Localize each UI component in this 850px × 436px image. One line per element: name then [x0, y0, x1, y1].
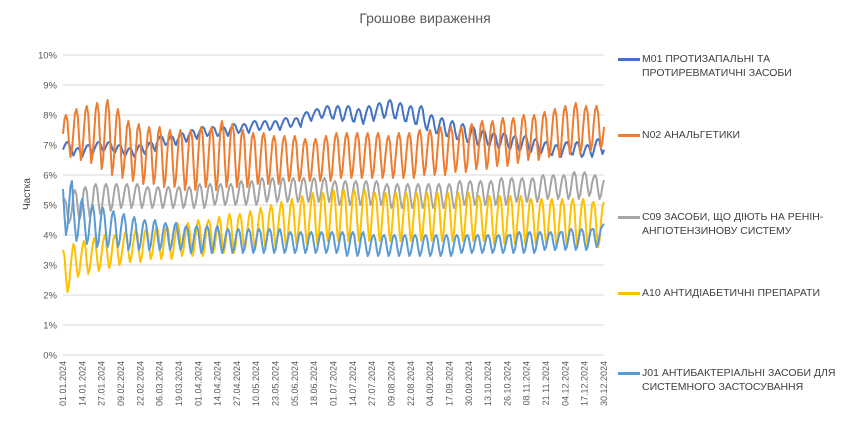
x-tick-label: 22.08.2024	[406, 361, 416, 406]
x-tick-label: 30.12.2024	[599, 361, 609, 406]
x-tick-labels: 01.01.2024 14.01.2024 27.01.2024 09.02.2024…	[58, 361, 609, 406]
y-tick-label: 7%	[43, 141, 57, 152]
legend-swatch	[618, 134, 640, 137]
x-tick-label: 17.12.2024	[580, 361, 590, 406]
y-tick-label: 8%	[43, 111, 57, 122]
legend-swatch	[618, 292, 640, 295]
x-tick-label: 22.02.2024	[135, 361, 145, 406]
x-tick-label: 01.01.2024	[58, 361, 68, 406]
y-tick-label: 10%	[38, 51, 58, 62]
y-tick-label: 2%	[43, 291, 57, 302]
y-tick-label: 0%	[43, 351, 57, 362]
x-tick-label: 30.09.2024	[464, 361, 474, 406]
x-tick-label: 01.04.2024	[193, 361, 203, 406]
x-tick-label: 10.05.2024	[251, 361, 261, 406]
legend-swatch	[618, 58, 640, 61]
x-tick-label: 27.01.2024	[97, 361, 107, 406]
y-tick-label: 1%	[43, 321, 57, 332]
legend-swatch	[618, 372, 640, 375]
x-tick-label: 04.12.2024	[560, 361, 570, 406]
series-line	[62, 180, 605, 257]
legend-item: A10 АНТИДІАБЕТИЧНІ ПРЕПАРАТИ	[618, 286, 848, 300]
x-tick-label: 19.03.2024	[174, 361, 184, 406]
chart-title: Грошове вираження	[359, 10, 491, 26]
y-tick-label: 9%	[43, 81, 57, 92]
x-tick-label: 14.07.2024	[348, 361, 358, 406]
x-tick-label: 27.07.2024	[367, 361, 377, 406]
x-tick-label: 26.10.2024	[502, 361, 512, 406]
legend-label: J01 АНТИБАКТЕРІАЛЬНІ ЗАСОБИ ДЛЯ СИСТЕМНО…	[642, 367, 836, 393]
x-tick-label: 14.01.2024	[77, 361, 87, 406]
x-tick-label: 18.06.2024	[309, 361, 319, 406]
y-tick-label: 5%	[43, 201, 57, 212]
legend-label: A10 АНТИДІАБЕТИЧНІ ПРЕПАРАТИ	[642, 287, 820, 299]
y-tick-label: 3%	[43, 261, 57, 272]
legend-label: N02 АНАЛЬГЕТИКИ	[642, 129, 741, 141]
legend-item: N02 АНАЛЬГЕТИКИ	[618, 128, 848, 142]
series-line	[62, 99, 605, 191]
x-tick-label: 17.09.2024	[444, 361, 454, 406]
legend-item: M01 ПРОТИЗАПАЛЬНІ ТА ПРОТИРЕВМАТИЧНІ ЗАС…	[618, 52, 848, 80]
legend-label: C09 ЗАСОБИ, ЩО ДІЮТЬ НА РЕНІН-АНГІОТЕНЗИ…	[642, 211, 824, 237]
x-tick-label: 27.04.2024	[232, 361, 242, 406]
legend-item: J01 АНТИБАКТЕРІАЛЬНІ ЗАСОБИ ДЛЯ СИСТЕМНО…	[618, 366, 848, 394]
x-tick-label: 21.11.2024	[541, 361, 551, 405]
x-tick-label: 09.08.2024	[386, 361, 396, 406]
y-tick-labels: 0% 1% 2% 3% 4% 5% 6% 7% 8% 9% 10%	[38, 51, 58, 362]
x-tick-label: 06.03.2024	[155, 361, 165, 406]
x-tick-label: 14.04.2024	[213, 361, 223, 406]
y-tick-label: 6%	[43, 171, 57, 182]
x-tick-label: 23.05.2024	[271, 361, 281, 406]
x-tick-label: 05.06.2024	[290, 361, 300, 406]
series-line	[62, 99, 605, 158]
x-tick-label: 13.10.2024	[483, 361, 493, 406]
series-lines	[62, 99, 605, 293]
x-tick-label: 04.09.2024	[425, 361, 435, 406]
series-line	[62, 189, 605, 293]
series-line	[62, 171, 605, 224]
legend-swatch	[618, 216, 640, 219]
x-tick-label: 01.07.2024	[329, 361, 339, 406]
legend-item: C09 ЗАСОБИ, ЩО ДІЮТЬ НА РЕНІН-АНГІОТЕНЗИ…	[618, 210, 848, 238]
x-tick-label: 09.02.2024	[116, 361, 126, 406]
x-tick-label: 08.11.2024	[522, 361, 532, 405]
legend-label: M01 ПРОТИЗАПАЛЬНІ ТА ПРОТИРЕВМАТИЧНІ ЗАС…	[642, 53, 792, 79]
y-tick-label: 4%	[43, 231, 57, 242]
